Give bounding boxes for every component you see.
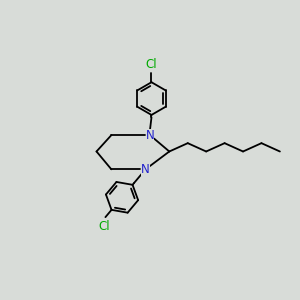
Text: N: N [146, 129, 154, 142]
Text: Cl: Cl [146, 58, 157, 71]
Text: N: N [141, 163, 150, 176]
Text: Cl: Cl [98, 220, 110, 233]
